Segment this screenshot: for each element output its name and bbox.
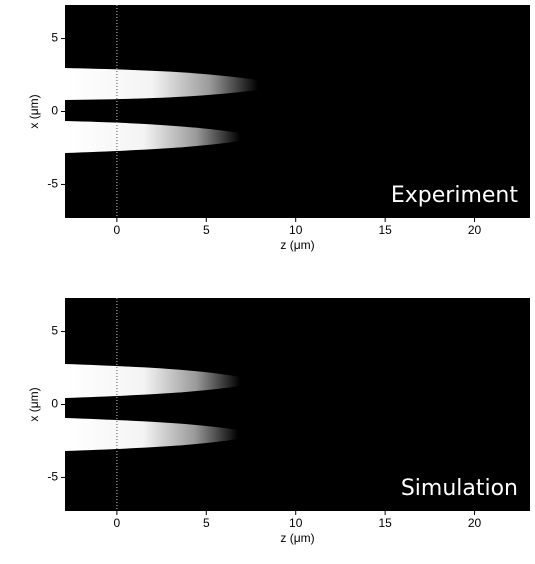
x-tick-label: 10	[289, 223, 303, 237]
annotation: Experiment	[391, 183, 518, 208]
x-tick-label: 5	[203, 516, 210, 530]
y-tick-label: 0	[51, 397, 58, 411]
y-axis-label: x (μm)	[27, 94, 41, 128]
y-tick-label: 5	[51, 324, 58, 338]
x-tick-label: 0	[114, 516, 121, 530]
y-tick-label: -5	[47, 177, 58, 191]
x-tick-label: 0	[114, 223, 121, 237]
x-axis-label: z (μm)	[280, 238, 314, 252]
x-tick-label: 10	[289, 516, 303, 530]
beams	[65, 68, 258, 451]
panels	[65, 5, 530, 511]
plot-area	[65, 298, 530, 511]
annotation: Simulation	[401, 476, 518, 501]
x-tick-label: 20	[468, 516, 482, 530]
beam	[65, 418, 238, 451]
x-tick-label: 15	[378, 223, 392, 237]
y-axis-label: x (μm)	[27, 387, 41, 421]
beam	[65, 68, 258, 100]
beam	[65, 364, 240, 398]
plot-area	[65, 5, 530, 218]
y-tick-label: -5	[47, 470, 58, 484]
x-tick-label: 15	[378, 516, 392, 530]
overlay: Experiment 0 5 10 15 20 -5 0 5 z (μm) x (μm) Simula…	[27, 5, 518, 545]
y-tick-label: 5	[51, 31, 58, 45]
y-tick-label: 0	[51, 104, 58, 118]
x-tick-label: 20	[468, 223, 482, 237]
x-axis-label: z (μm)	[280, 531, 314, 545]
x-tick-label: 5	[203, 223, 210, 237]
beam	[65, 121, 240, 153]
